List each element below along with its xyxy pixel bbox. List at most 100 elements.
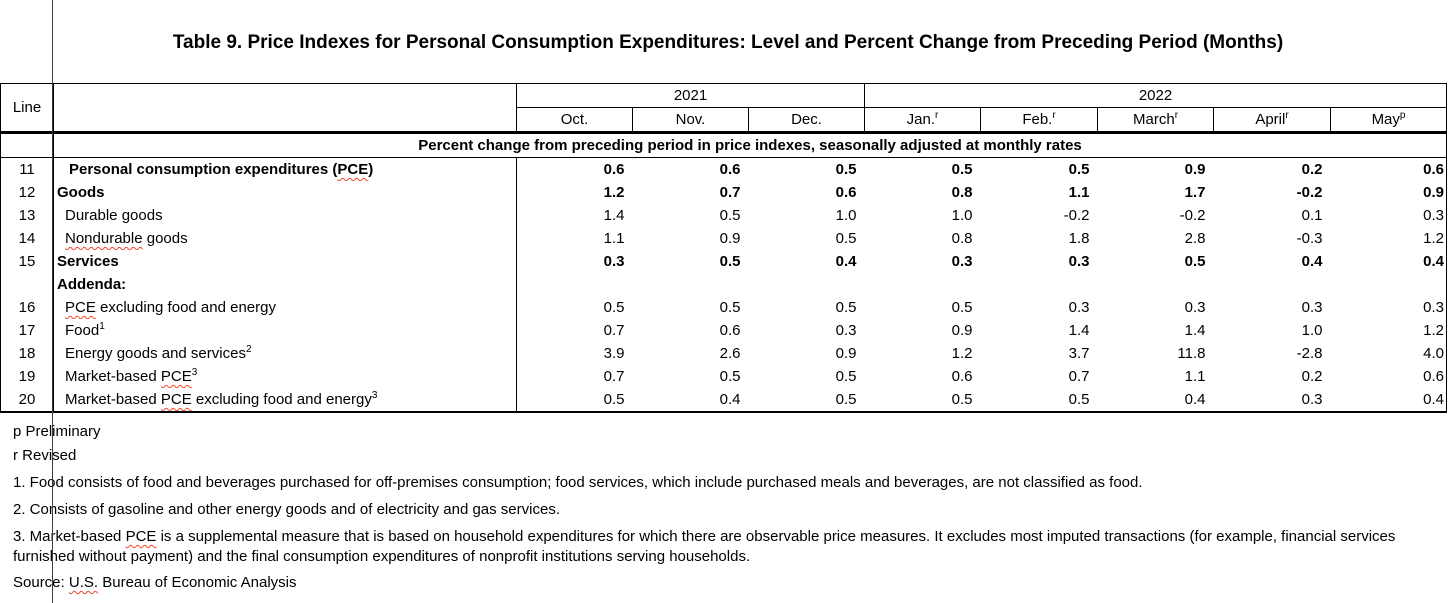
line-number-cell: 14	[0, 227, 54, 250]
year-header-row: Line 2021 2022	[0, 83, 1448, 134]
month-header-dec: Dec.	[747, 107, 866, 134]
footnote-ref: 2	[245, 344, 252, 355]
spellcheck-squiggle: U.S.	[68, 574, 99, 591]
pce-price-index-table: Line 2021 2022 Oct. Nov. Dec. Jan.r Feb.r Mar…	[0, 83, 1448, 413]
value-cell: 0.2	[1301, 161, 1323, 178]
value-cell: 0.5	[719, 368, 741, 385]
value-cell: 0.5	[835, 368, 857, 385]
value-cell: 0.3	[1423, 299, 1445, 316]
value-cell: 0.3	[1301, 391, 1323, 408]
table-header: Line 2021 2022 Oct. Nov. Dec. Jan.r Feb.r Mar…	[0, 83, 1448, 134]
footnote: 2. Consists of gasoline and other energy…	[13, 501, 560, 518]
spellcheck-squiggle: PCE	[160, 391, 192, 408]
row-label-cell: Services	[53, 250, 517, 273]
value-cell: 0.8	[951, 230, 973, 247]
line-number-cell: 20	[0, 388, 54, 412]
value-cell: 0.3	[1301, 299, 1323, 316]
value-cell: -2.8	[1296, 345, 1323, 362]
table-row: 14 Nondurable goods 1.1 0.9 0.5 0.8 1.8 2.8 -0.3…	[0, 227, 1447, 250]
row-label-cell: Addenda:	[53, 273, 517, 296]
footnote-flag: r Revised	[13, 447, 77, 464]
value-cell	[1214, 273, 1331, 296]
value-cell	[865, 273, 981, 296]
value-cell: -0.3	[1296, 230, 1323, 247]
value-cell: 1.2	[1423, 230, 1445, 247]
revision-flag: r	[935, 110, 939, 121]
banner-row: Percent change from preceding period in …	[0, 132, 1447, 158]
value-cell: 0.5	[1068, 391, 1090, 408]
value-cell: 0.6	[951, 368, 973, 385]
source-line: Source: U.S. Bureau of Economic Analysis	[13, 574, 297, 591]
year-header-2022: 2022	[864, 83, 1448, 108]
value-cell: 0.6	[1423, 368, 1445, 385]
revision-flag: r	[1174, 110, 1179, 121]
footnote-ref: 1	[99, 321, 105, 332]
table-row: 17 Food1 0.7 0.6 0.3 0.9 1.4 1.4 1.0 1.2	[0, 319, 1447, 342]
value-cell: 0.3	[1068, 299, 1090, 316]
value-cell: 0.3	[1184, 299, 1206, 316]
spellcheck-squiggle: PCE	[337, 161, 369, 178]
value-cell: 0.4	[1423, 253, 1445, 270]
value-cell: 3.9	[603, 345, 625, 362]
line-column-header: Line	[0, 83, 54, 134]
value-cell: 0.5	[835, 391, 857, 408]
value-cell: 0.3	[1068, 253, 1090, 270]
value-cell: 0.5	[603, 391, 625, 408]
value-cell: 0.8	[951, 184, 973, 201]
row-label-cell: Food1	[53, 319, 517, 342]
footnote-flag: p Preliminary	[13, 423, 101, 440]
footnote-ref: 3	[371, 390, 378, 401]
value-cell: 0.4	[1184, 391, 1206, 408]
spellcheck-squiggle: PCE	[160, 368, 192, 385]
row-label-cell: Personal consumption expenditures (PCE)	[53, 157, 517, 181]
value-cell	[1098, 273, 1214, 296]
value-cell: 0.3	[835, 322, 857, 339]
row-label-cell: Market-based PCE3	[53, 365, 517, 388]
value-cell: 0.5	[835, 161, 857, 178]
table-row: 19 Market-based PCE3 0.7 0.5 0.5 0.6 0.7 1.1 0.2…	[0, 365, 1447, 388]
value-cell: 0.7	[1068, 368, 1090, 385]
value-cell: 0.4	[1423, 391, 1445, 408]
line-number-cell: 19	[0, 365, 54, 388]
value-cell: 0.9	[951, 322, 973, 339]
value-cell: 0.4	[719, 391, 741, 408]
value-cell: 0.9	[719, 230, 741, 247]
value-cell: 1.2	[603, 184, 625, 201]
spellcheck-squiggle: Nondurable	[65, 230, 143, 247]
value-cell: 0.5	[951, 299, 973, 316]
month-header-march: Marchr	[1097, 107, 1215, 134]
value-cell: 1.1	[1068, 184, 1090, 201]
line-number-cell	[0, 273, 54, 296]
value-cell: 0.4	[1301, 253, 1323, 270]
value-cell: 1.1	[603, 230, 625, 247]
value-cell: 0.9	[1184, 161, 1206, 178]
month-header-row: Oct. Nov. Dec. Jan.r Feb.r Marchr Aprilr Mayp	[1, 107, 1448, 134]
value-cell: 0.7	[603, 368, 625, 385]
row-label-cell: Market-based PCE excluding food and ener…	[53, 388, 517, 412]
footnote: 3. Market-based PCE is a supplemental me…	[13, 528, 1396, 565]
value-cell	[517, 273, 633, 296]
value-cell: 1.8	[1068, 230, 1090, 247]
month-header-feb: Feb.r	[980, 107, 1099, 134]
month-header-jan: Jan.r	[864, 107, 982, 134]
value-cell: 0.5	[603, 299, 625, 316]
value-cell: 0.5	[1068, 161, 1090, 178]
description-column-header	[53, 83, 517, 134]
footnote-ref: 3	[191, 367, 198, 378]
line-number-cell: 18	[0, 342, 54, 365]
value-cell: 0.3	[603, 253, 625, 270]
value-cell: 0.2	[1301, 368, 1323, 385]
month-header-may: Mayp	[1330, 107, 1448, 134]
spellcheck-squiggle: PCE	[65, 299, 96, 316]
revision-flag: r	[1285, 110, 1289, 121]
month-header-april: Aprilr	[1213, 107, 1332, 134]
footnotes: p Preliminary r Revised 1. Food consists o…	[0, 413, 1456, 593]
value-cell: 1.1	[1184, 368, 1206, 385]
value-cell	[1331, 273, 1447, 296]
row-label-cell: Durable goods	[53, 204, 517, 227]
value-cell: 0.5	[719, 253, 741, 270]
value-cell: 0.6	[1423, 161, 1445, 178]
value-cell: 0.3	[1423, 207, 1445, 224]
line-number-cell: 11	[0, 157, 54, 181]
value-cell: 3.7	[1068, 345, 1090, 362]
